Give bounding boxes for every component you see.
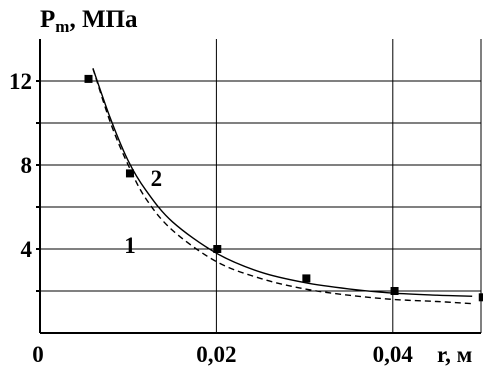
- y-tick-label-0: 4: [21, 237, 33, 262]
- y-tick-label-2: 12: [9, 69, 32, 94]
- axes: [36, 39, 482, 334]
- series-label-2: 2: [151, 166, 163, 191]
- data-marker-2: [213, 245, 222, 253]
- gridlines: [40, 39, 481, 333]
- series-label-1: 1: [124, 233, 136, 258]
- y-axis-title-subscript: m: [55, 17, 69, 36]
- data-markers: [84, 74, 483, 302]
- x-axis-title: r, м: [437, 342, 472, 367]
- data-marker-1: [125, 169, 134, 178]
- y-axis-title: Pm, МПа: [40, 6, 138, 36]
- y-axis-title-unit: , МПа: [69, 6, 138, 33]
- x-tick-label-2: 0,04: [373, 342, 414, 367]
- y-axis-title-main: P: [40, 6, 55, 33]
- x-tick-label-1: 0,02: [196, 342, 236, 367]
- x-tick-label-0: 0: [32, 342, 44, 367]
- data-marker-3: [302, 274, 311, 283]
- y-tick-label-1: 8: [21, 153, 33, 178]
- data-marker-4: [390, 287, 399, 295]
- data-marker-5: [478, 293, 483, 302]
- series-annotations: 12: [124, 166, 162, 258]
- data-marker-0: [84, 74, 93, 83]
- series-1-line: [92, 68, 473, 305]
